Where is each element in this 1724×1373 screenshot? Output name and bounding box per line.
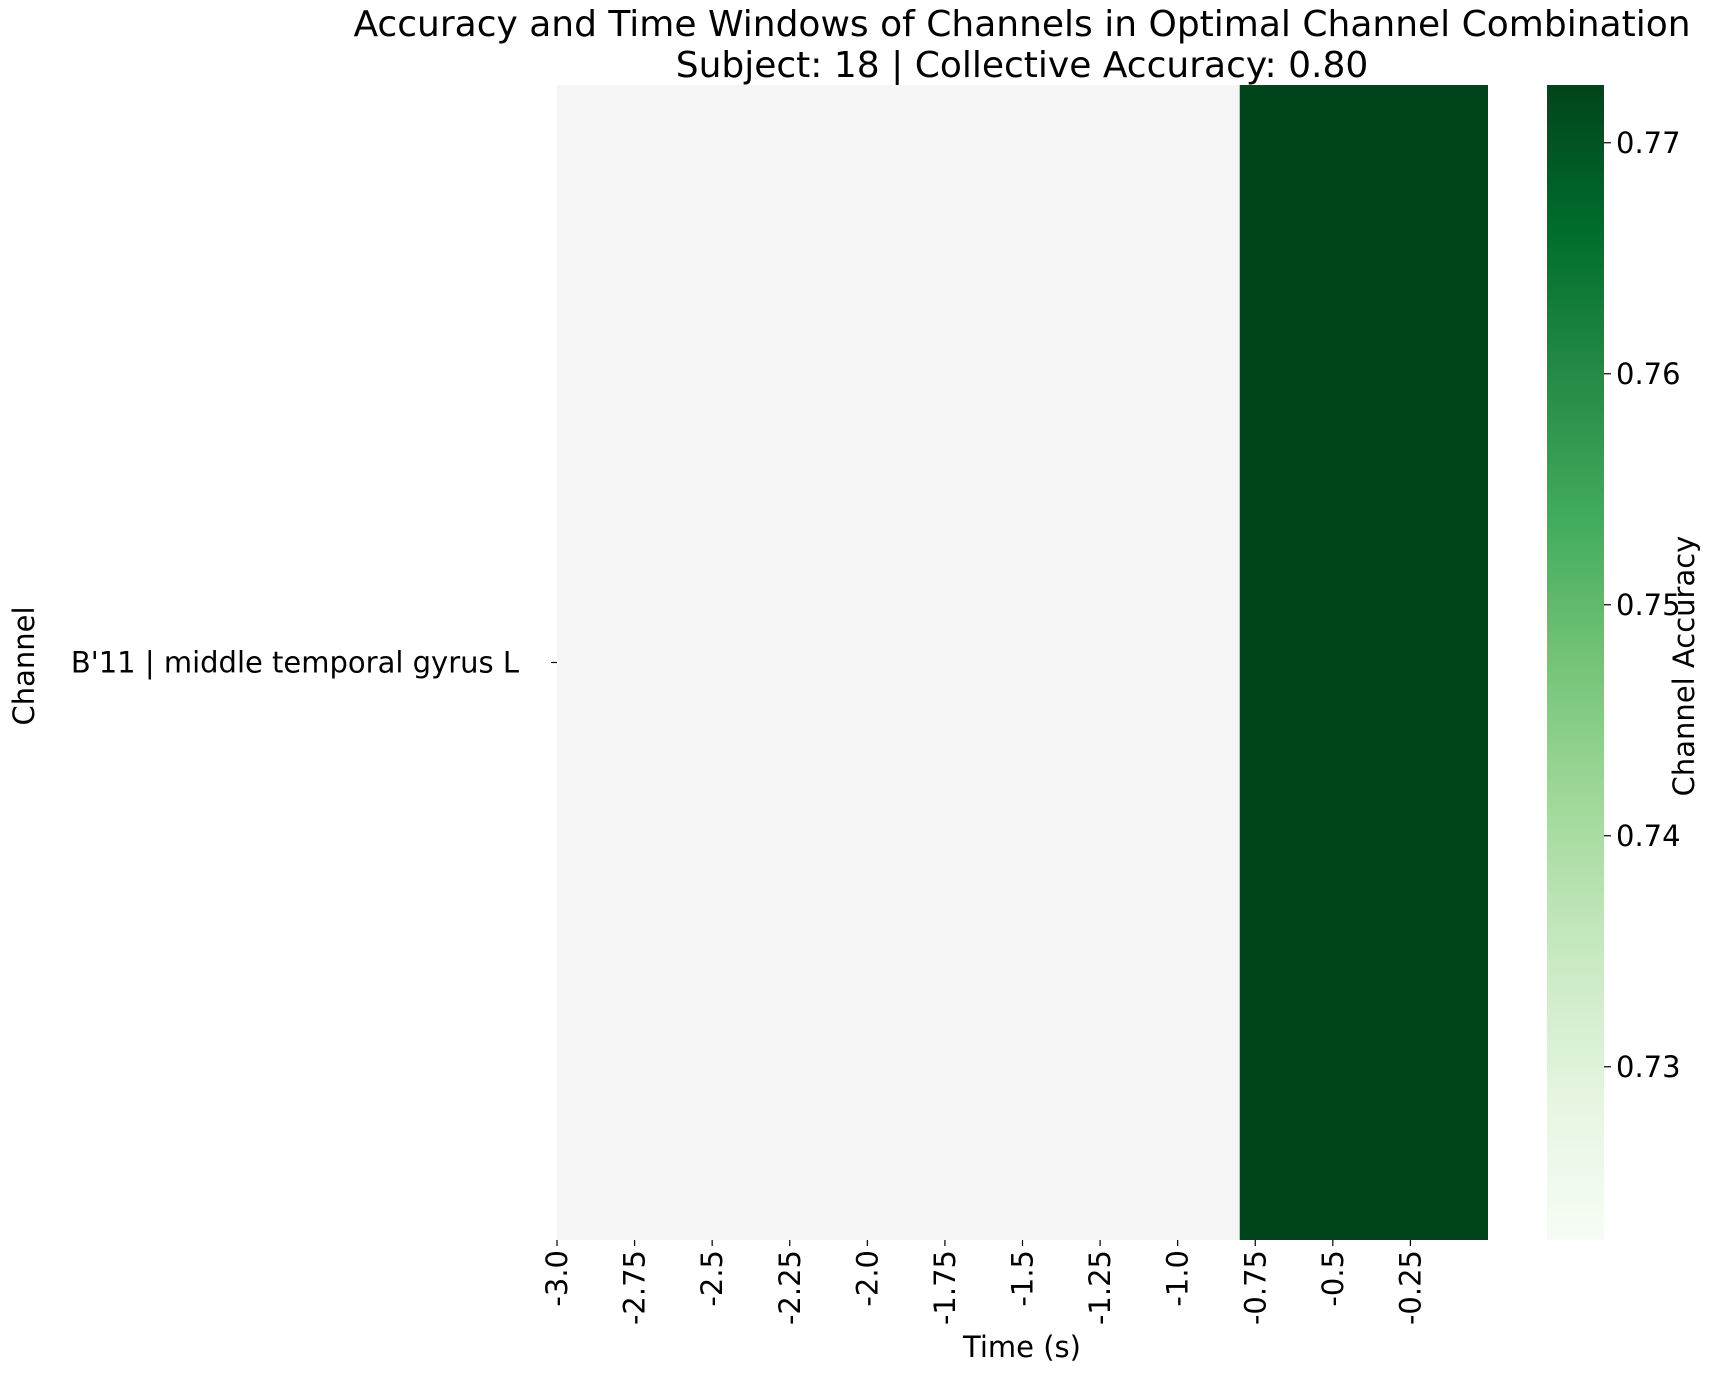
x-tick-label: -1.5 — [1006, 1250, 1040, 1307]
y-tick-label: B'11 | middle temporal gyrus L — [71, 646, 519, 680]
colorbar-tick-label: 0.76 — [1616, 357, 1681, 391]
colorbar-tick-label: 0.74 — [1616, 819, 1681, 853]
chart-title: Accuracy and Time Windows of Channels in… — [353, 4, 1690, 45]
colorbar-ticks: 0.73 0.74 0.75 0.76 0.77 — [1604, 126, 1681, 1084]
colorbar-tick-label: 0.77 — [1616, 126, 1681, 160]
x-tick-label: -0.5 — [1316, 1250, 1350, 1307]
x-axis-label: Time (s) — [962, 1330, 1081, 1364]
x-tick-label: -0.25 — [1393, 1250, 1427, 1325]
colorbar-label: Channel Accuracy — [1667, 536, 1701, 797]
chart-subtitle: Subject: 18 | Collective Accuracy: 0.80 — [676, 45, 1369, 86]
x-tick-label: -2.5 — [695, 1250, 729, 1307]
plot-area — [557, 85, 1488, 1240]
y-axis-label: Channel — [7, 606, 41, 725]
y-axis-ticks: B'11 | middle temporal gyrus L — [71, 646, 557, 680]
colorbar-tick-label: 0.73 — [1616, 1050, 1681, 1084]
x-tick-label: -1.25 — [1083, 1250, 1117, 1325]
x-tick-label: -2.75 — [618, 1250, 652, 1325]
heatmap-cell — [1239, 85, 1488, 1240]
colorbar-tick-label: 0.75 — [1616, 588, 1681, 622]
x-tick-label: -2.0 — [850, 1250, 884, 1307]
x-tick-label: -0.75 — [1238, 1250, 1272, 1325]
x-tick-label: -1.75 — [928, 1250, 962, 1325]
x-axis-ticks: -3.0 -2.75 -2.5 -2.25 -2.0 -1.75 -1.5 -1.25 -1.0… — [540, 1240, 1427, 1325]
x-tick-label: -2.25 — [773, 1250, 807, 1325]
colorbar — [1547, 85, 1604, 1240]
heatmap-cell — [557, 85, 1240, 1240]
x-tick-label: -1.0 — [1161, 1250, 1195, 1307]
x-tick-label: -3.0 — [540, 1250, 574, 1307]
